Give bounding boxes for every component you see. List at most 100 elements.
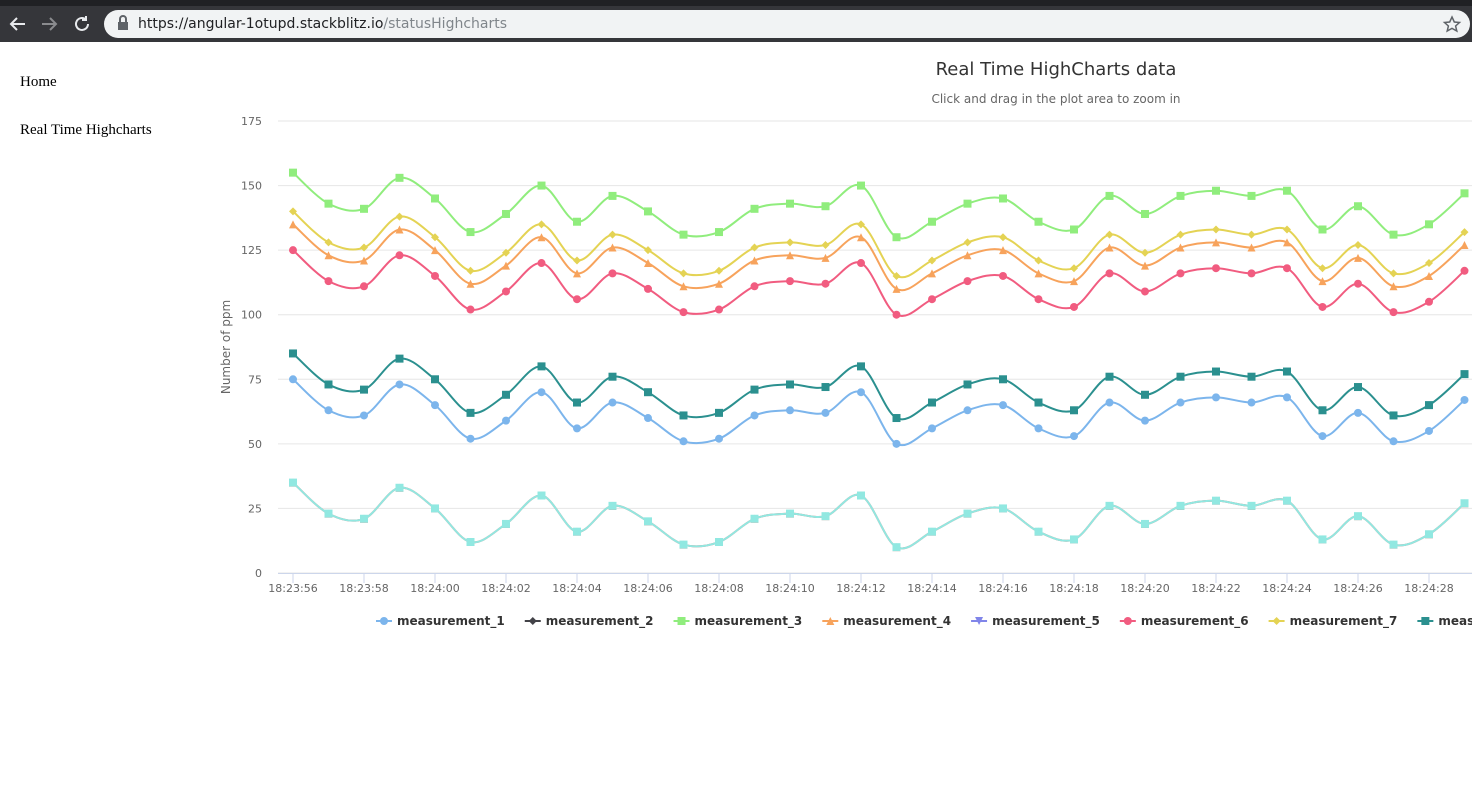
data-point (1460, 189, 1469, 198)
forward-button[interactable] (42, 17, 58, 31)
legend-label: measurement_6 (1141, 614, 1249, 629)
series (289, 349, 1469, 423)
series (289, 168, 1469, 242)
data-point (1283, 496, 1291, 505)
series (289, 478, 1469, 552)
data-point (928, 398, 936, 407)
data-point (1425, 426, 1433, 435)
data-point (750, 282, 759, 291)
data-point (502, 416, 510, 425)
data-point (1176, 501, 1185, 510)
data-point (395, 354, 404, 363)
data-point (608, 269, 617, 278)
data-point (1460, 266, 1469, 275)
data-point (1354, 512, 1362, 521)
data-point (928, 256, 936, 265)
data-point (1105, 501, 1114, 510)
legend-item[interactable]: measurement_5 (971, 614, 1100, 629)
back-button[interactable] (9, 17, 25, 31)
data-point (431, 233, 439, 242)
data-point (1070, 535, 1078, 544)
data-point (324, 238, 333, 247)
data-point (1283, 367, 1291, 376)
data-point (786, 509, 794, 518)
nav-link[interactable]: Home (20, 74, 57, 90)
data-point (892, 439, 901, 448)
legend-item[interactable]: measurement_7 (1268, 614, 1398, 629)
data-point (644, 246, 652, 255)
chart-subtitle: Click and drag in the plot area to zoom … (931, 92, 1180, 106)
legend-label: measurement_5 (992, 614, 1100, 629)
data-point (289, 220, 297, 229)
series-line (292, 210, 1466, 279)
data-point (963, 199, 972, 208)
data-point (502, 519, 510, 528)
data-point (1283, 393, 1291, 402)
data-point (608, 372, 617, 381)
data-point (608, 398, 617, 407)
legend-marker (528, 617, 537, 625)
data-point (360, 243, 368, 252)
legend-item[interactable]: measurement_6 (1119, 614, 1249, 629)
data-point (1212, 238, 1220, 247)
data-point (679, 437, 688, 446)
data-point (1318, 535, 1327, 544)
x-tick-label: 18:24:28 (1404, 582, 1453, 595)
data-point (1247, 398, 1256, 407)
data-point (1354, 408, 1362, 417)
legend-marker (975, 617, 984, 625)
legend-item[interactable]: measurement_2 (524, 614, 654, 629)
x-tick-label: 18:24:16 (978, 582, 1027, 595)
data-point (644, 517, 652, 526)
data-point (502, 248, 510, 257)
data-point (786, 199, 794, 208)
data-point (573, 527, 581, 536)
data-point (1354, 279, 1362, 288)
data-point (573, 256, 581, 265)
data-point (502, 261, 510, 270)
data-point (1389, 411, 1398, 420)
x-tick-label: 18:24:04 (552, 582, 601, 595)
series (289, 246, 1469, 319)
legend-marker (1123, 617, 1132, 625)
data-point (1034, 217, 1043, 226)
data-point (644, 414, 652, 423)
legend-label: measurement_4 (843, 614, 951, 629)
data-point (573, 295, 581, 304)
data-point (1247, 230, 1256, 239)
data-point (324, 251, 333, 260)
data-point (892, 271, 901, 280)
data-point (1034, 527, 1043, 536)
data-point (750, 514, 759, 523)
data-point (1141, 416, 1149, 425)
data-point (857, 491, 865, 500)
legend-item[interactable]: measurement_3 (673, 614, 803, 629)
data-point (1425, 297, 1433, 306)
legend-item[interactable]: measurement_8 (1417, 614, 1472, 629)
data-point (679, 230, 688, 239)
data-point (289, 349, 297, 358)
y-axis-title: Number of ppm (219, 300, 233, 394)
reload-button[interactable] (75, 16, 89, 31)
data-point (608, 501, 617, 510)
data-point (1176, 191, 1185, 200)
series-line (292, 223, 1466, 292)
series-line (292, 171, 1466, 240)
data-point (1354, 240, 1362, 249)
nav-link[interactable]: Real Time Highcharts (20, 122, 152, 138)
address-bar[interactable]: https://angular-1otupd.stackblitz.io/sta… (104, 10, 1470, 38)
bookmark-star[interactable] (1442, 10, 1462, 38)
data-point (892, 543, 901, 552)
chart-title: Real Time HighCharts data (936, 59, 1177, 80)
url-path: /statusHighcharts (383, 16, 508, 32)
legend-item[interactable]: measurement_4 (822, 614, 951, 629)
data-point (395, 483, 404, 492)
y-tick-label: 125 (241, 244, 262, 257)
data-point (679, 540, 688, 549)
data-point (999, 401, 1007, 410)
data-point (679, 411, 688, 420)
data-point (395, 251, 404, 260)
legend-item[interactable]: measurement_1 (376, 614, 505, 629)
